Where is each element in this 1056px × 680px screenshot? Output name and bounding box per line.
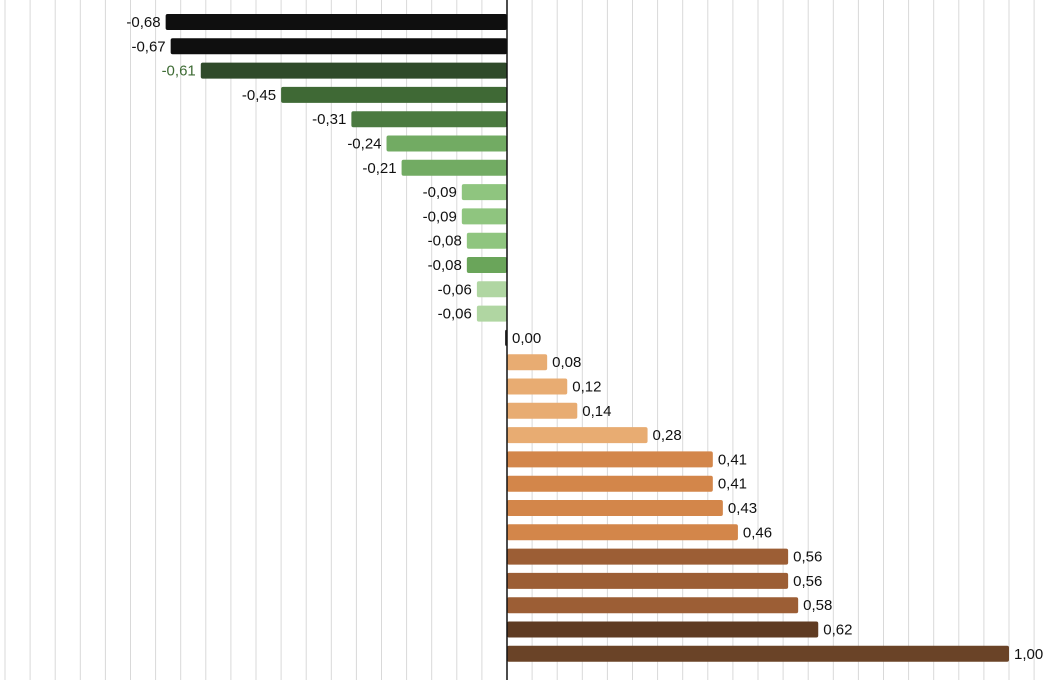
value-labels: -0,68 -0,67 -0,61 -0,45 -0,31-0,24 -0,21 -0,09…: [126, 14, 1043, 663]
bar: [466, 257, 507, 273]
bars: [165, 14, 1009, 662]
gridlines: [4, 0, 1035, 680]
bar: [170, 38, 507, 55]
value-label: 0,14: [582, 403, 611, 420]
bar: [507, 354, 548, 371]
bar: [165, 14, 507, 30]
bar: [507, 500, 723, 516]
value-label: 0,56: [793, 549, 822, 566]
value-label: 0,46: [743, 524, 772, 541]
value-label: 0,56: [793, 573, 822, 590]
value-label: 0,41: [718, 451, 747, 468]
bar: [507, 621, 819, 638]
bar: [461, 208, 507, 225]
bar: [507, 378, 568, 395]
value-label: -0,61: [162, 63, 196, 80]
value-label: 0,43: [728, 500, 757, 517]
bar: [351, 111, 507, 128]
value-label: -0,09: [423, 208, 457, 225]
bar: [461, 184, 507, 201]
bar: [476, 305, 507, 322]
bar: [476, 281, 507, 298]
value-label: 0,12: [572, 379, 601, 396]
value-label: 0,00: [512, 330, 541, 347]
value-label: 0,28: [653, 427, 682, 444]
value-label: -0,09: [423, 184, 457, 201]
value-label: 1,00: [1014, 646, 1043, 663]
bar: [507, 597, 799, 614]
bar: [507, 645, 1009, 662]
bar: [386, 135, 507, 152]
value-label: -0,31: [312, 111, 346, 128]
value-label: -0,21: [362, 160, 396, 177]
value-label: -0,45: [242, 87, 276, 104]
value-label: 0,58: [803, 597, 832, 614]
bar: [507, 427, 648, 444]
value-label: -0,68: [126, 14, 160, 31]
value-label: 0,41: [718, 476, 747, 493]
bar: [507, 524, 738, 541]
value-label: 0,08: [552, 354, 581, 371]
value-label: 0,62: [823, 622, 852, 639]
bar: [507, 572, 789, 589]
bar: [507, 451, 713, 468]
value-label: -0,67: [131, 38, 165, 55]
bar: [401, 159, 507, 176]
bar: [507, 475, 713, 492]
bar: [466, 232, 507, 249]
value-label: -0,08: [428, 233, 462, 250]
value-label: -0,06: [438, 281, 472, 298]
bar: [281, 86, 507, 103]
value-label: -0,06: [438, 306, 472, 323]
bar: [507, 548, 789, 565]
bar: [507, 402, 578, 419]
bar: [200, 62, 507, 79]
value-label: -0,08: [428, 257, 462, 274]
value-label: -0,24: [347, 136, 381, 153]
